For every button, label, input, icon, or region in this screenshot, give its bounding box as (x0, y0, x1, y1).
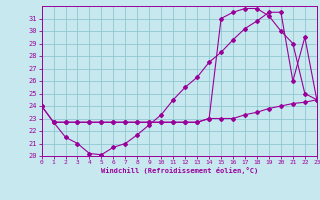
X-axis label: Windchill (Refroidissement éolien,°C): Windchill (Refroidissement éolien,°C) (100, 167, 258, 174)
